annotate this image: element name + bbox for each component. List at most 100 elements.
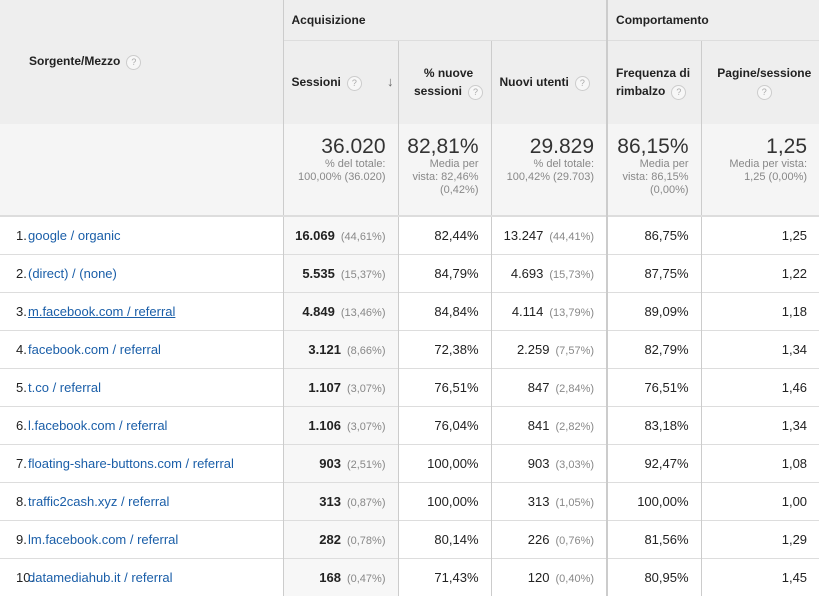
sessions-percent: (3,07%) <box>346 420 386 433</box>
table-row: 9. lm.facebook.com / referral 282 (0,78%)… <box>0 519 819 558</box>
row-index: 1. <box>0 215 28 254</box>
source-medium-link[interactable]: l.facebook.com / referral <box>28 417 168 433</box>
totals-new-users: 29.829 % del totale: 100,42% (29.703) <box>490 124 608 216</box>
sessions-cell: 16.069 (44,61%) <box>282 215 398 254</box>
row-index: 4. <box>0 329 28 368</box>
new-sessions-cell: 76,51% <box>397 367 491 406</box>
totals-new-users-value: 29.829 <box>529 135 595 158</box>
totals-bounce-value: 86,15% <box>617 135 689 158</box>
source-medium-link[interactable]: t.co / referral <box>28 379 101 395</box>
source-medium-header[interactable]: Sorgente/Mezzo? <box>0 0 283 124</box>
sessions-value: 1.107 <box>308 379 341 395</box>
new-users-cell: 13.247 (44,41%) <box>490 215 608 254</box>
sessions-cell: 1.107 (3,07%) <box>282 367 398 406</box>
new-users-percent: (0,40%) <box>555 572 595 585</box>
source-medium-link[interactable]: facebook.com / referral <box>28 341 161 357</box>
new-sessions-cell: 76,04% <box>397 405 491 444</box>
table-row: 7. floating-share-buttons.com / referral… <box>0 443 819 482</box>
new-users-column-header[interactable]: Nuovi utenti? <box>490 39 608 124</box>
source-medium-cell: facebook.com / referral <box>28 329 283 368</box>
new-users-cell: 120 (0,40%) <box>490 557 608 596</box>
new-users-cell: 903 (3,03%) <box>490 443 608 482</box>
sessions-percent: (3,07%) <box>346 382 386 395</box>
source-medium-link[interactable]: traffic2cash.xyz / referral <box>28 493 170 509</box>
new-sessions-cell: 84,79% <box>397 253 491 292</box>
new-users-value: 847 <box>527 379 550 395</box>
sessions-value: 1.106 <box>308 417 341 433</box>
source-medium-link[interactable]: m.facebook.com / referral <box>28 303 176 319</box>
new-sessions-cell: 100,00% <box>397 481 491 520</box>
totals-pages-per-session: 1,25 Media per vista: 1,25 (0,00%) <box>700 124 819 216</box>
sessions-percent: (2,51%) <box>346 458 386 471</box>
table-row: 4. facebook.com / referral 3.121 (8,66%) … <box>0 329 819 368</box>
pages-per-session-label: Pagine/sessione <box>717 66 812 81</box>
pages-per-session-cell: 1,25 <box>700 215 819 254</box>
help-icon[interactable]: ? <box>756 84 772 100</box>
new-users-percent: (2,84%) <box>555 382 595 395</box>
sessions-cell: 282 (0,78%) <box>282 519 398 558</box>
sessions-cell: 3.121 (8,66%) <box>282 329 398 368</box>
totals-sessions: 36.020 % del totale: 100,00% (36.020) <box>282 124 398 216</box>
row-index: 8. <box>0 481 28 520</box>
help-icon[interactable]: ? <box>671 84 687 100</box>
row-index: 5. <box>0 367 28 406</box>
sessions-value: 313 <box>319 493 341 509</box>
table-row: 3. m.facebook.com / referral 4.849 (13,46… <box>0 291 819 330</box>
new-users-cell: 4.114 (13,79%) <box>490 291 608 330</box>
sessions-cell: 1.106 (3,07%) <box>282 405 398 444</box>
new-users-cell: 2.259 (7,57%) <box>490 329 608 368</box>
help-icon[interactable]: ? <box>346 75 362 91</box>
totals-sessions-sub2: 100,00% (36.020) <box>298 171 386 183</box>
new-users-value: 313 <box>527 493 550 509</box>
row-index: 3. <box>0 291 28 330</box>
row-index: 9. <box>0 519 28 558</box>
sessions-column-header[interactable]: Sessioni? ↓ <box>282 39 398 124</box>
pages-per-session-cell: 1,00 <box>700 481 819 520</box>
pages-per-session-cell: 1,18 <box>700 291 819 330</box>
pages-per-session-cell: 1,29 <box>700 519 819 558</box>
pages-per-session-cell: 1,46 <box>700 367 819 406</box>
bounce-rate-cell: 82,79% <box>606 329 702 368</box>
new-users-value: 903 <box>527 455 550 471</box>
new-users-cell: 226 (0,76%) <box>490 519 608 558</box>
help-icon[interactable]: ? <box>468 84 484 100</box>
sessions-value: 16.069 <box>295 227 335 243</box>
sessions-percent: (13,46%) <box>340 306 386 319</box>
table-row: 2. (direct) / (none) 5.535 (15,37%) 84,79… <box>0 253 819 292</box>
sessions-percent: (0,87%) <box>346 496 386 509</box>
sort-down-arrow-icon[interactable]: ↓ <box>387 74 394 90</box>
source-medium-link[interactable]: (direct) / (none) <box>28 265 117 281</box>
pages-per-session-column-header[interactable]: Pagine/sessione ? <box>700 39 819 124</box>
source-medium-cell: google / organic <box>28 215 283 254</box>
totals-pages-value: 1,25 <box>766 135 808 158</box>
sessions-percent: (0,78%) <box>346 534 386 547</box>
source-medium-cell: floating-share-buttons.com / referral <box>28 443 283 482</box>
totals-new-sessions-sub1: Media per <box>429 158 479 170</box>
table-row: 8. traffic2cash.xyz / referral 313 (0,87%… <box>0 481 819 520</box>
pages-per-session-cell: 1,34 <box>700 405 819 444</box>
totals-pages-sub1: Media per vista: <box>729 158 808 170</box>
sessions-cell: 313 (0,87%) <box>282 481 398 520</box>
new-sessions-cell: 72,38% <box>397 329 491 368</box>
bounce-rate-column-header[interactable]: Frequenza di rimbalzo? <box>606 39 702 124</box>
source-medium-link[interactable]: google / organic <box>28 227 121 243</box>
source-medium-link[interactable]: floating-share-buttons.com / referral <box>28 455 234 471</box>
new-users-cell: 841 (2,82%) <box>490 405 608 444</box>
help-icon[interactable]: ? <box>126 54 142 70</box>
row-index: 6. <box>0 405 28 444</box>
totals-new-users-sub2: 100,42% (29.703) <box>506 171 595 183</box>
row-index: 7. <box>0 443 28 482</box>
sessions-cell: 903 (2,51%) <box>282 443 398 482</box>
row-index: 2. <box>0 253 28 292</box>
bounce-rate-cell: 87,75% <box>606 253 702 292</box>
totals-bounce-rate: 86,15% Media per vista: 86,15% (0,00%) <box>606 124 702 216</box>
source-medium-link[interactable]: lm.facebook.com / referral <box>28 531 179 547</box>
totals-label-cell <box>0 124 283 216</box>
new-users-percent: (44,41%) <box>549 230 595 243</box>
source-medium-link[interactable]: datamediahub.it / referral <box>28 569 173 585</box>
bounce-rate-cell: 86,75% <box>606 215 702 254</box>
new-sessions-cell: 71,43% <box>397 557 491 596</box>
new-sessions-column-header[interactable]: % nuove sessioni? <box>397 39 491 124</box>
help-icon[interactable]: ? <box>574 75 590 91</box>
new-sessions-cell: 84,84% <box>397 291 491 330</box>
